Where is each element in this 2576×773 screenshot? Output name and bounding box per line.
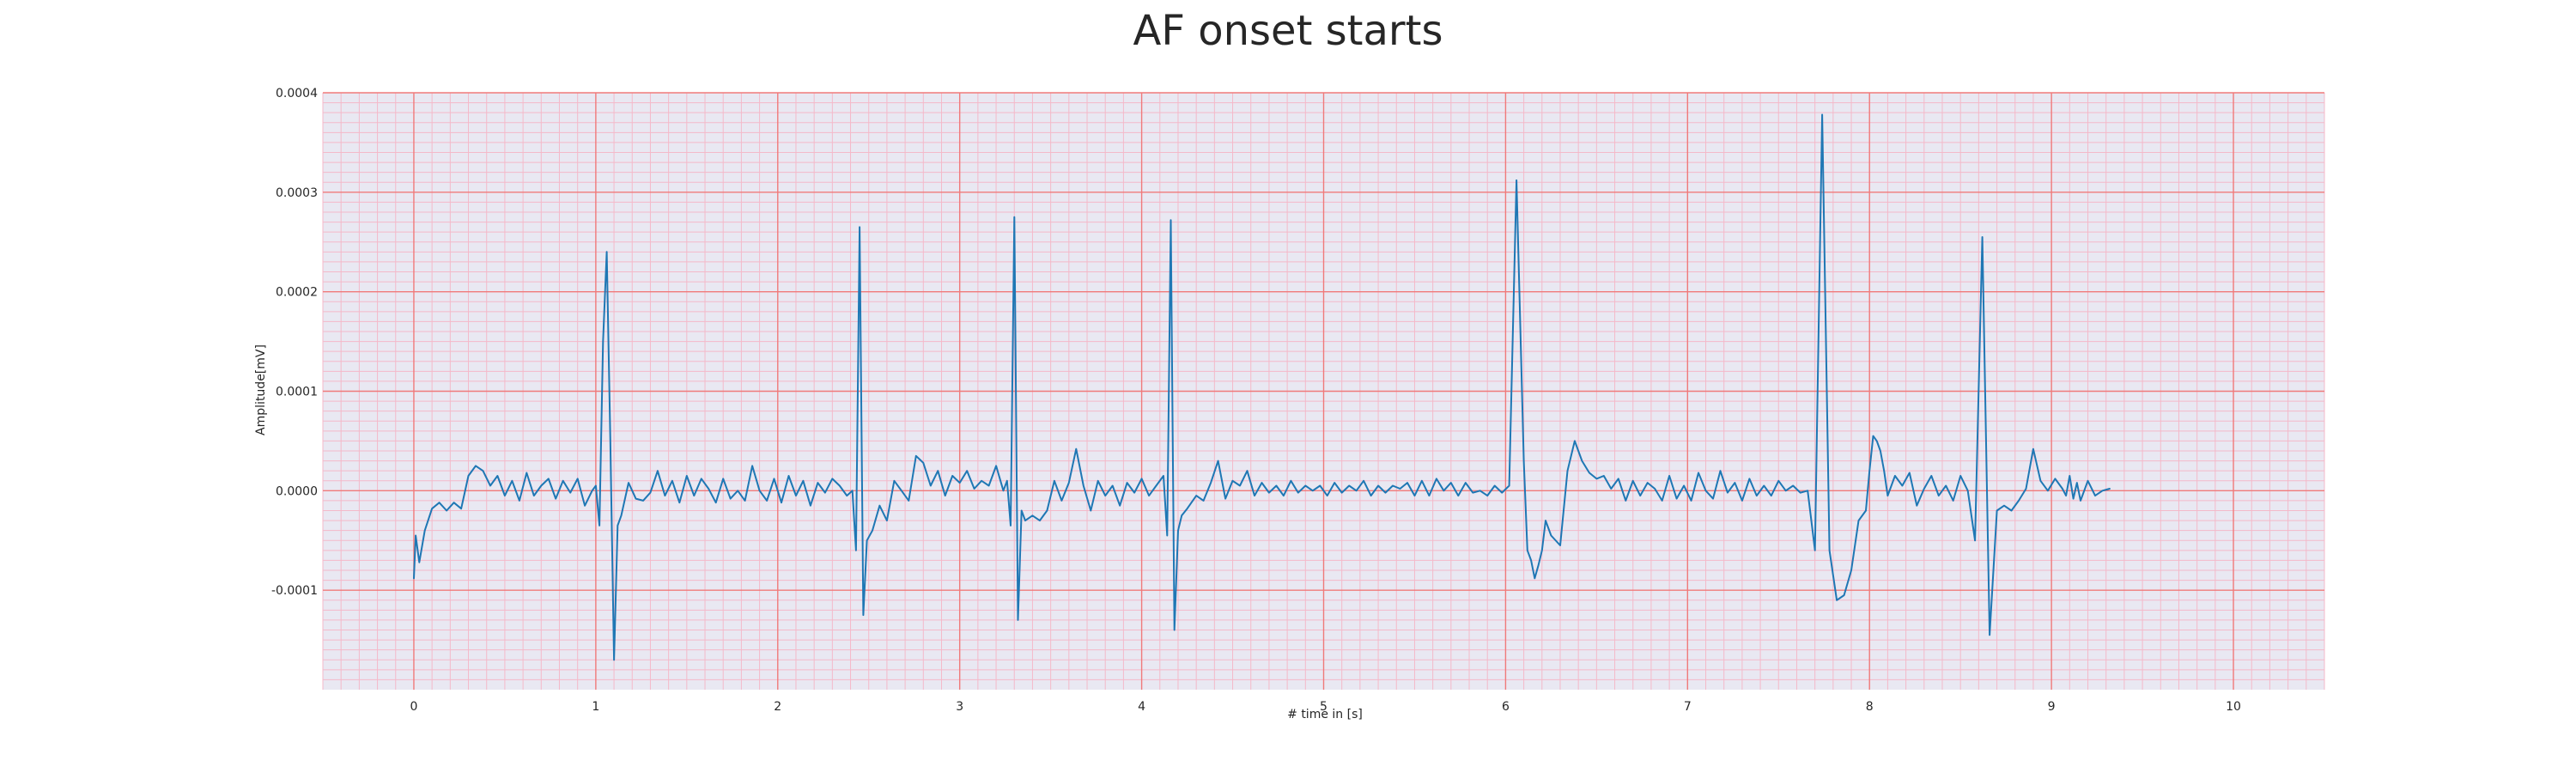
x-tick-label: 0 <box>410 700 417 714</box>
x-tick-label: 5 <box>1320 700 1327 714</box>
x-tick-label: 10 <box>2226 700 2241 714</box>
y-tick-labels: -0.0001 0.0000 0.0001 0.0002 0.0003 0.0004 <box>271 87 318 598</box>
y-tick-label: 0.0002 <box>276 286 318 300</box>
x-tick-label: 6 <box>1502 700 1510 714</box>
x-tick-label: 7 <box>1684 700 1692 714</box>
y-tick-label: -0.0001 <box>271 584 318 598</box>
y-tick-label: 0.0000 <box>276 484 318 498</box>
x-tick-label: 1 <box>592 700 599 714</box>
x-tick-labels: 0 1 2 3 4 5 6 7 8 9 10 <box>410 700 2240 714</box>
ecg-series-line <box>413 113 2111 661</box>
y-tick-label: 0.0001 <box>276 386 318 399</box>
major-grid <box>323 92 2324 690</box>
y-axis-label: Amplitude[mV] <box>254 344 268 435</box>
x-tick-label: 9 <box>2048 700 2056 714</box>
x-axis-label: # time in [s] <box>1287 708 1363 721</box>
x-tick-label: 4 <box>1138 700 1145 714</box>
x-tick-label: 2 <box>774 700 781 714</box>
y-tick-label: 0.0003 <box>276 186 318 200</box>
x-tick-label: 8 <box>1866 700 1874 714</box>
chart-title: AF onset starts <box>1133 7 1443 55</box>
x-tick-label: 3 <box>956 700 963 714</box>
y-tick-label: 0.0004 <box>276 87 318 100</box>
